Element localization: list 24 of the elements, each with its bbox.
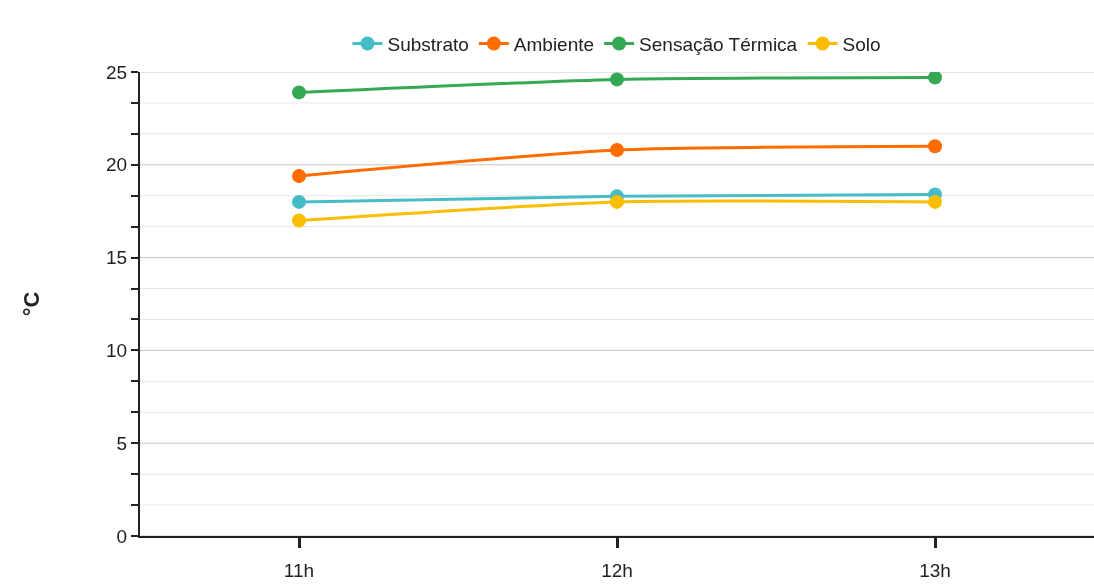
y-tick-label: 10 (106, 340, 128, 362)
legend-label: Ambiente (513, 33, 595, 55)
x-tick-label: 12h (601, 559, 633, 581)
y-tick-label: 0 (116, 525, 128, 547)
y-tick-label: 5 (116, 432, 128, 454)
point (610, 194, 624, 209)
point (610, 72, 624, 87)
point (610, 142, 624, 157)
legend-label: Sensação Térmica (639, 33, 798, 55)
x-tick-label: 13h (919, 559, 951, 581)
point (292, 194, 306, 209)
point (928, 139, 942, 154)
y-axis-title: °C (19, 291, 45, 317)
point (292, 168, 306, 183)
y-tick-label: 20 (106, 154, 128, 176)
y-tick-label: 15 (106, 247, 128, 269)
point (928, 194, 942, 209)
legend-label: Substrato (387, 33, 469, 55)
point (292, 213, 306, 228)
legend-label: Solo (842, 33, 881, 55)
point (292, 85, 306, 100)
point (928, 72, 942, 85)
y-tick-label: 25 (106, 61, 128, 83)
x-tick-label: 11h (283, 559, 315, 581)
